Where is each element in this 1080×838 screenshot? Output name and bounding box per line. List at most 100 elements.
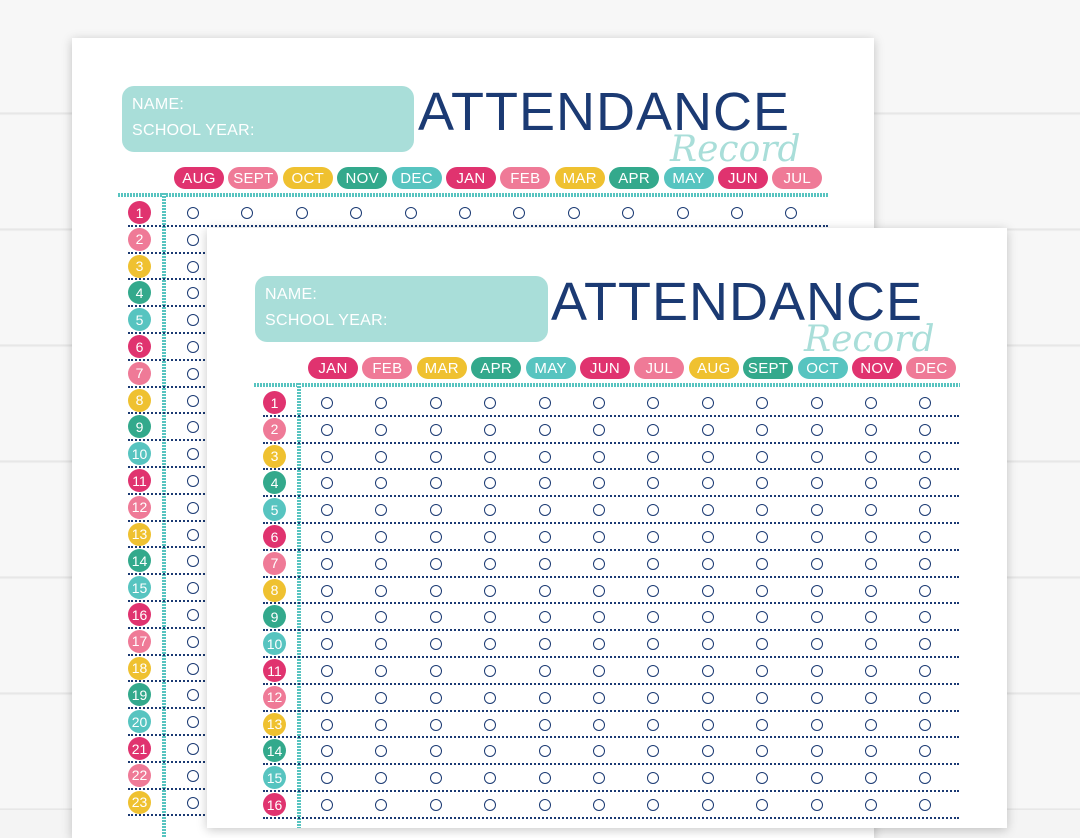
attendance-bubble[interactable] (647, 504, 660, 517)
attendance-bubble[interactable] (187, 233, 199, 246)
attendance-bubble[interactable] (647, 665, 660, 677)
attendance-bubble[interactable] (484, 799, 497, 811)
attendance-bubble[interactable] (484, 584, 497, 597)
attendance-bubble[interactable] (647, 557, 660, 570)
attendance-bubble[interactable] (375, 799, 388, 811)
attendance-bubble[interactable] (187, 501, 199, 514)
attendance-bubble[interactable] (810, 799, 823, 811)
attendance-bubble[interactable] (865, 504, 877, 517)
attendance-bubble[interactable] (187, 689, 199, 702)
attendance-bubble[interactable] (484, 397, 497, 409)
attendance-bubble[interactable] (321, 772, 333, 785)
attendance-bubble[interactable] (622, 207, 635, 219)
attendance-bubble[interactable] (593, 799, 605, 811)
attendance-bubble[interactable] (187, 207, 199, 219)
attendance-bubble[interactable] (538, 423, 551, 436)
attendance-bubble[interactable] (538, 584, 551, 597)
attendance-bubble[interactable] (865, 611, 877, 624)
attendance-bubble[interactable] (484, 504, 497, 517)
attendance-bubble[interactable] (647, 799, 660, 811)
attendance-bubble[interactable] (187, 475, 199, 487)
attendance-bubble[interactable] (429, 691, 442, 704)
attendance-bubble[interactable] (593, 397, 605, 409)
attendance-bubble[interactable] (647, 423, 660, 436)
attendance-bubble[interactable] (810, 745, 823, 758)
attendance-bubble[interactable] (701, 611, 714, 624)
attendance-bubble[interactable] (647, 691, 660, 704)
attendance-bubble[interactable] (429, 450, 442, 463)
attendance-bubble[interactable] (647, 397, 660, 409)
attendance-bubble[interactable] (810, 531, 823, 543)
attendance-bubble[interactable] (731, 207, 743, 219)
attendance-bubble[interactable] (676, 207, 689, 219)
attendance-bubble[interactable] (756, 423, 769, 436)
attendance-bubble[interactable] (187, 341, 199, 353)
attendance-bubble[interactable] (321, 450, 333, 463)
attendance-bubble[interactable] (375, 584, 388, 597)
attendance-bubble[interactable] (593, 611, 605, 624)
attendance-bubble[interactable] (484, 450, 497, 463)
attendance-bubble[interactable] (567, 207, 580, 219)
attendance-bubble[interactable] (484, 745, 497, 758)
attendance-bubble[interactable] (375, 504, 388, 517)
attendance-bubble[interactable] (865, 772, 877, 785)
attendance-bubble[interactable] (756, 772, 769, 785)
attendance-bubble[interactable] (647, 477, 660, 490)
attendance-bubble[interactable] (919, 665, 932, 677)
attendance-bubble[interactable] (538, 745, 551, 758)
attendance-bubble[interactable] (321, 504, 333, 517)
attendance-bubble[interactable] (756, 397, 769, 409)
attendance-bubble[interactable] (701, 423, 714, 436)
attendance-bubble[interactable] (810, 557, 823, 570)
attendance-bubble[interactable] (756, 665, 769, 677)
attendance-bubble[interactable] (187, 582, 199, 595)
attendance-bubble[interactable] (593, 557, 605, 570)
attendance-bubble[interactable] (429, 531, 442, 543)
attendance-bubble[interactable] (865, 745, 877, 758)
attendance-bubble[interactable] (429, 557, 442, 570)
attendance-bubble[interactable] (187, 448, 199, 461)
attendance-bubble[interactable] (810, 665, 823, 677)
attendance-bubble[interactable] (865, 638, 877, 651)
attendance-bubble[interactable] (513, 207, 526, 219)
attendance-bubble[interactable] (321, 477, 333, 490)
attendance-bubble[interactable] (701, 665, 714, 677)
attendance-bubble[interactable] (429, 611, 442, 624)
attendance-bubble[interactable] (919, 397, 932, 409)
attendance-bubble[interactable] (375, 423, 388, 436)
attendance-bubble[interactable] (484, 531, 497, 543)
attendance-bubble[interactable] (404, 207, 417, 219)
attendance-bubble[interactable] (459, 207, 471, 219)
attendance-bubble[interactable] (321, 691, 333, 704)
attendance-bubble[interactable] (593, 477, 605, 490)
attendance-bubble[interactable] (810, 638, 823, 651)
attendance-bubble[interactable] (593, 718, 605, 731)
attendance-bubble[interactable] (187, 609, 199, 621)
attendance-bubble[interactable] (919, 584, 932, 597)
attendance-bubble[interactable] (701, 504, 714, 517)
attendance-bubble[interactable] (919, 638, 932, 651)
attendance-bubble[interactable] (865, 799, 877, 811)
attendance-bubble[interactable] (538, 531, 551, 543)
attendance-bubble[interactable] (187, 287, 199, 300)
attendance-bubble[interactable] (701, 477, 714, 490)
attendance-bubble[interactable] (701, 691, 714, 704)
attendance-bubble[interactable] (701, 584, 714, 597)
attendance-bubble[interactable] (810, 772, 823, 785)
attendance-bubble[interactable] (701, 799, 714, 811)
attendance-bubble[interactable] (187, 743, 199, 755)
attendance-bubble[interactable] (484, 772, 497, 785)
attendance-bubble[interactable] (647, 450, 660, 463)
attendance-bubble[interactable] (429, 745, 442, 758)
attendance-bubble[interactable] (701, 745, 714, 758)
attendance-bubble[interactable] (756, 450, 769, 463)
attendance-bubble[interactable] (484, 665, 497, 677)
attendance-bubble[interactable] (593, 772, 605, 785)
attendance-bubble[interactable] (810, 450, 823, 463)
attendance-bubble[interactable] (593, 691, 605, 704)
attendance-bubble[interactable] (187, 635, 199, 648)
attendance-bubble[interactable] (593, 531, 605, 543)
attendance-bubble[interactable] (375, 665, 388, 677)
attendance-bubble[interactable] (865, 450, 877, 463)
attendance-bubble[interactable] (321, 665, 333, 677)
